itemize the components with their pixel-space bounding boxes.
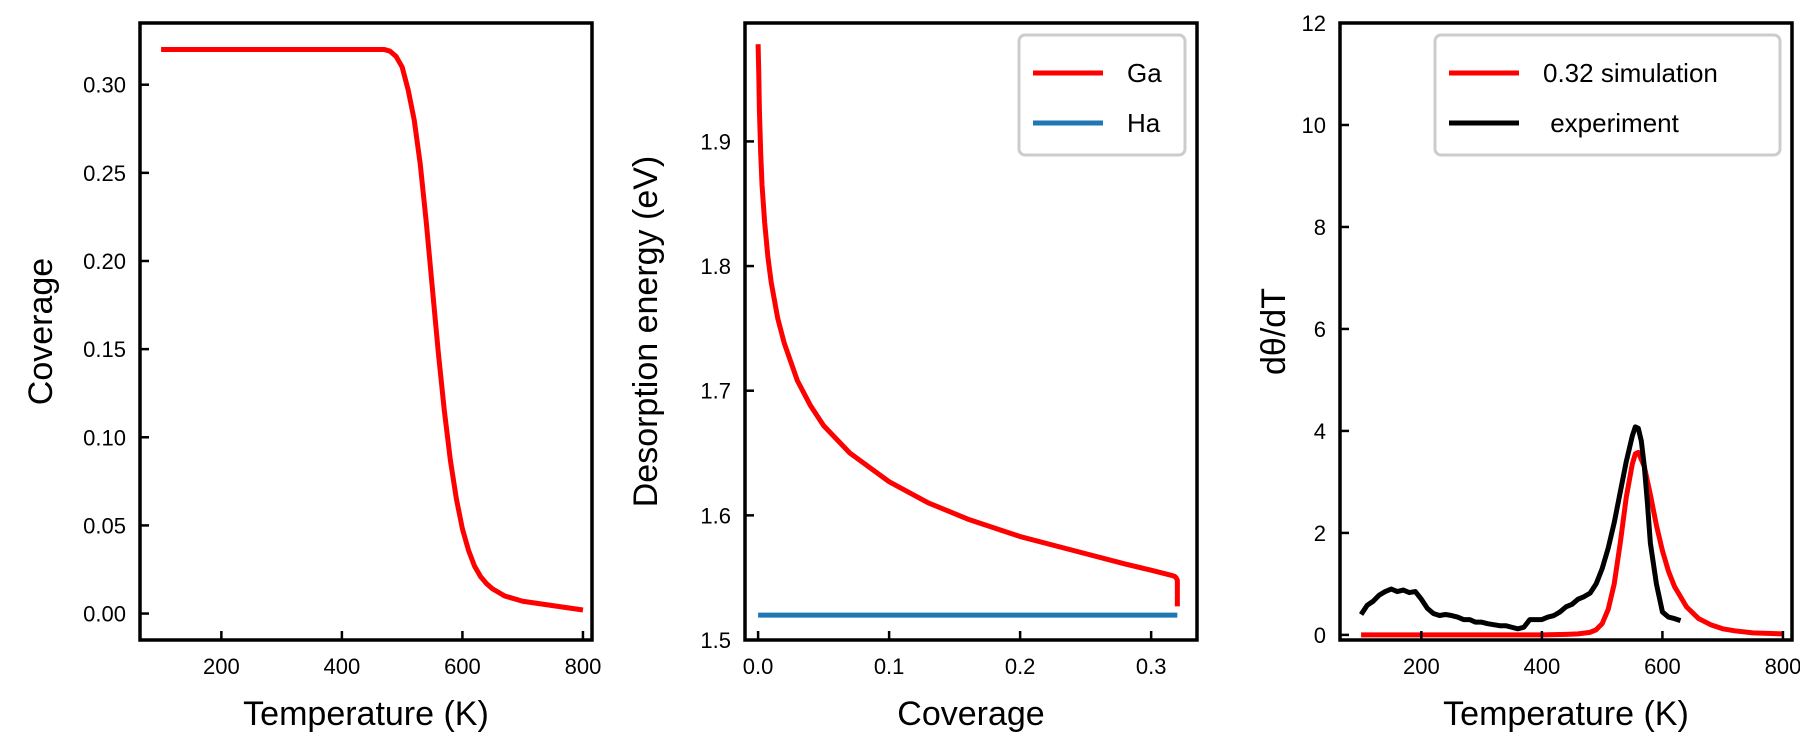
legend-label: Ha <box>1127 108 1161 138</box>
y-tick-label: 0.15 <box>83 337 126 362</box>
y-tick-label: 0 <box>1314 623 1326 648</box>
legend: Ga Ha <box>1017 33 1187 157</box>
y-tick-label: 1.6 <box>700 503 731 528</box>
y-tick-label: 12 <box>1302 11 1326 36</box>
y-tick-label: 1.7 <box>700 379 731 404</box>
legend: 0.32 simulation experiment <box>1433 33 1782 157</box>
legend-label: experiment <box>1543 108 1680 138</box>
y-tick-label: 0.10 <box>83 425 126 450</box>
x-tick-label: 200 <box>1403 654 1440 679</box>
y-axis-title: Desorption energy (eV) <box>627 156 665 508</box>
x-tick-label: 400 <box>324 654 361 679</box>
legend-label: Ga <box>1127 58 1162 88</box>
y-axis-title: Coverage <box>22 258 60 405</box>
y-tick-label: 1.5 <box>700 628 731 653</box>
y-tick-label: 10 <box>1302 113 1326 138</box>
y-tick-label: 4 <box>1314 419 1326 444</box>
series-ga-line <box>755 44 1180 607</box>
y-tick-label: 8 <box>1314 215 1326 240</box>
y-tick-label: 6 <box>1314 317 1326 342</box>
x-tick-label: 0.1 <box>874 654 905 679</box>
x-axis-title: Temperature (K) <box>1443 695 1689 733</box>
series-0-line <box>161 46 584 613</box>
y-tick-label: 0.25 <box>83 161 126 186</box>
x-tick-label: 800 <box>565 654 602 679</box>
x-tick-label: 400 <box>1524 654 1561 679</box>
panel-coverage-vs-temperature: 200 400 600 800 0.00 0.05 0.10 0.15 0.20 0.25 0.30… <box>22 21 602 733</box>
y-tick-label: 2 <box>1314 521 1326 546</box>
x-axis-title: Temperature (K) <box>243 695 489 733</box>
y-tick-label: 0.05 <box>83 513 126 538</box>
y-tick-label: 1.9 <box>700 129 731 154</box>
plot-frame <box>138 21 594 642</box>
panel-desorption-energy-vs-coverage: 0.0 0.1 0.2 0.3 1.5 1.6 1.7 1.8 1.9 Coverage Desor… <box>627 21 1199 733</box>
y-tick-label: 1.8 <box>700 254 731 279</box>
x-axis-title: Coverage <box>897 695 1044 733</box>
panel-dtheta-dt-vs-temperature: 200 400 600 800 0 2 4 6 8 10 12 Temperature (K) dθ/d… <box>1255 11 1800 733</box>
series-experiment-line <box>1359 424 1682 632</box>
x-tick-label: 600 <box>444 654 481 679</box>
plot-frame <box>743 21 1199 642</box>
x-tick-label: 0.3 <box>1136 654 1167 679</box>
y-tick-label: 0.30 <box>83 73 126 98</box>
y-axis-title: dθ/dT <box>1255 288 1293 375</box>
x-tick-label: 0.0 <box>743 654 774 679</box>
x-tick-label: 600 <box>1644 654 1681 679</box>
y-tick-label: 0.00 <box>83 602 126 627</box>
plot-frame <box>1338 21 1794 642</box>
legend-label: 0.32 simulation <box>1543 58 1718 88</box>
x-tick-label: 800 <box>1765 654 1800 679</box>
legend-box <box>1433 33 1782 157</box>
y-tick-label: 0.20 <box>83 249 126 274</box>
x-tick-label: 0.2 <box>1005 654 1036 679</box>
x-tick-label: 200 <box>203 654 240 679</box>
series-0-32-simulation-line <box>1361 449 1784 638</box>
